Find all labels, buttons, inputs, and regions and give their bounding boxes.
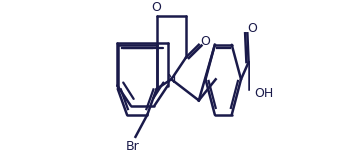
Text: N: N — [166, 73, 176, 86]
Text: O: O — [247, 22, 257, 35]
Text: O: O — [200, 35, 210, 48]
Text: Br: Br — [126, 140, 139, 153]
Text: OH: OH — [254, 87, 274, 100]
Text: O: O — [152, 1, 162, 14]
